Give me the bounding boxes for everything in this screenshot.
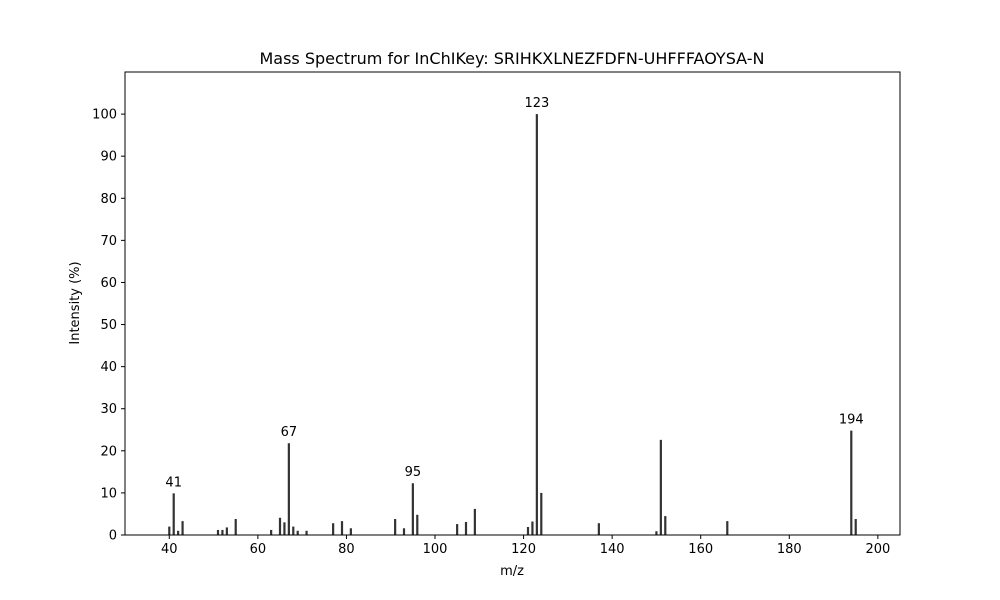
x-tick-label-180: 180: [777, 542, 802, 557]
x-tick-label-100: 100: [423, 542, 448, 557]
peak-label-95: 95: [405, 465, 422, 480]
y-tick-label-10: 10: [100, 486, 117, 501]
peak-bar-mz-52: [221, 529, 224, 535]
peak-label-123: 123: [524, 96, 549, 111]
plot-frame: [124, 71, 901, 536]
y-tick-label-100: 100: [92, 108, 117, 123]
peak-bar-mz-79: [340, 521, 344, 535]
y-tick-label-70: 70: [100, 234, 117, 249]
peak-bar-mz-137: [597, 523, 600, 535]
peak-bar-mz-105: [456, 524, 459, 535]
peak-bar-mz-53: [225, 527, 228, 535]
peak-bar-mz-122: [531, 521, 534, 535]
y-tick-label-90: 90: [100, 150, 117, 165]
peak-label-41: 41: [165, 475, 182, 490]
peak-bar-mz-151: [659, 439, 662, 535]
y-tick-label-60: 60: [100, 276, 117, 291]
peak-bar-mz-124: [540, 492, 543, 535]
x-tick-label-80: 80: [338, 542, 355, 557]
y-axis: 0 10 20 30 40 50 60 70 80 90 100: [92, 108, 125, 544]
spectrum-peaks: [168, 114, 857, 535]
peak-bar-mz-51: [216, 529, 220, 535]
x-axis: 40 60 80 100 120 140 160 180 200: [161, 535, 890, 557]
chart-title: Mass Spectrum for InChIKey: SRIHKXLNEZFD…: [259, 49, 764, 68]
y-axis-label: Intensity (%): [68, 261, 83, 344]
peak-annotations: 41 67 95 123 194: [165, 96, 863, 490]
x-tick-label-140: 140: [600, 542, 625, 557]
x-axis-label: m/z: [500, 564, 524, 579]
peak-bar-mz-121: [526, 527, 530, 535]
peak-bar-mz-95: [411, 483, 414, 535]
y-tick-label-30: 30: [100, 402, 117, 417]
x-tick-label-200: 200: [865, 542, 890, 557]
peak-bar-mz-152: [664, 516, 667, 535]
peak-bar-mz-69: [296, 530, 299, 535]
y-tick-label-0: 0: [109, 529, 117, 544]
peak-bar-mz-40: [168, 526, 171, 535]
y-tick-label-50: 50: [100, 318, 117, 333]
x-tick-label-120: 120: [511, 542, 536, 557]
peak-bar-mz-43: [181, 521, 184, 535]
peak-bar-mz-109: [473, 508, 476, 535]
peak-bar-mz-65: [278, 517, 282, 535]
peak-bar-mz-150: [655, 531, 658, 535]
peak-bar-mz-66: [283, 522, 286, 535]
peak-bar-mz-123: [535, 114, 538, 535]
peak-label-67: 67: [281, 425, 298, 440]
peak-bar-mz-77: [332, 523, 335, 535]
peak-bar-mz-91: [394, 519, 397, 535]
y-tick-label-20: 20: [100, 444, 117, 459]
peak-bar-mz-81: [349, 528, 352, 535]
peak-bar-mz-55: [234, 519, 237, 535]
peak-bar-mz-63: [270, 529, 273, 535]
y-tick-label-80: 80: [100, 192, 117, 207]
peak-bar-mz-194: [850, 430, 853, 535]
peak-bar-mz-71: [305, 530, 308, 535]
peak-bar-mz-96: [416, 514, 419, 535]
x-tick-label-40: 40: [161, 542, 178, 557]
y-tick-label-40: 40: [100, 360, 117, 375]
peak-bar-mz-42: [177, 530, 180, 535]
peak-bar-mz-67: [287, 443, 290, 535]
x-tick-label-60: 60: [250, 542, 267, 557]
peak-bar-mz-93: [402, 528, 406, 535]
peak-bar-mz-195: [854, 519, 857, 535]
peak-bar-mz-41: [172, 493, 175, 535]
x-tick-label-160: 160: [688, 542, 713, 557]
peak-bar-mz-166: [726, 521, 729, 535]
peak-bar-mz-68: [292, 526, 295, 535]
peak-bar-mz-107: [464, 521, 468, 535]
peak-label-194: 194: [839, 413, 864, 428]
